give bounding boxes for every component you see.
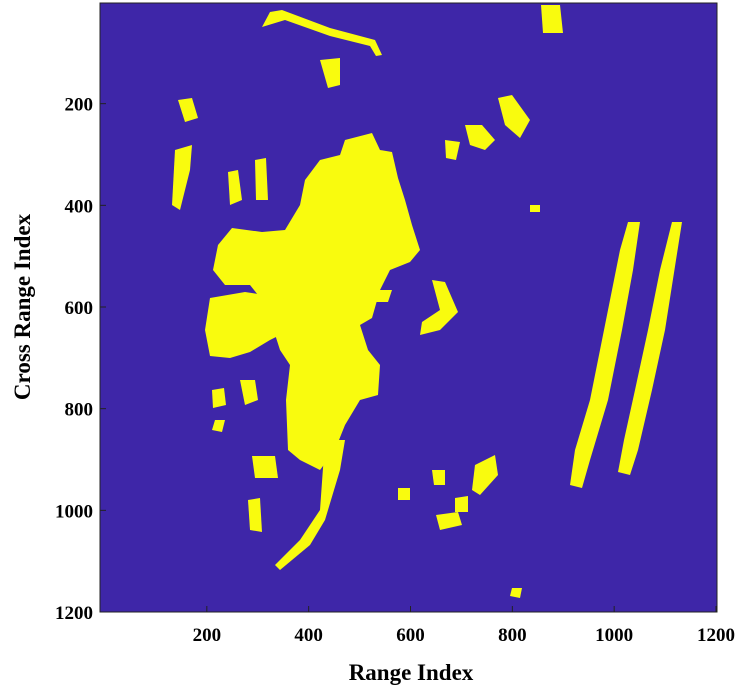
blob [172, 145, 192, 210]
blob [275, 440, 345, 570]
blob [618, 222, 682, 475]
y-tick-label: 1000 [55, 501, 93, 522]
blob [375, 290, 392, 302]
blob [445, 140, 460, 160]
y-tick-label: 200 [65, 95, 94, 116]
blob [530, 205, 540, 212]
blob [178, 98, 198, 122]
x-tick-label: 400 [294, 625, 323, 646]
x-tick-label: 800 [498, 625, 527, 646]
blob [228, 170, 242, 205]
blob [432, 470, 445, 485]
x-tick-label: 1200 [697, 625, 735, 646]
blob [465, 125, 495, 150]
blob [320, 58, 340, 88]
y-tick-label: 600 [65, 298, 94, 319]
blob [248, 498, 262, 532]
blob [436, 512, 462, 530]
y-tick-label: 1200 [55, 603, 93, 624]
y-tick-label: 400 [65, 196, 94, 217]
blob [205, 292, 290, 358]
blob [262, 10, 382, 56]
blob [455, 496, 468, 512]
image-foreground [172, 5, 682, 598]
x-tick-label: 1000 [595, 625, 633, 646]
blob [510, 588, 522, 598]
blob [213, 133, 420, 470]
x-axis-label: Range Index [349, 660, 474, 685]
blob [420, 280, 458, 335]
x-tick-label: 600 [396, 625, 425, 646]
blob [212, 420, 225, 432]
y-tick-label: 800 [65, 400, 94, 421]
blob [570, 222, 640, 488]
blob [398, 488, 410, 500]
x-tick-label: 200 [193, 625, 222, 646]
blob [541, 5, 563, 33]
blob [252, 456, 278, 478]
blob [255, 158, 268, 200]
blob [240, 380, 258, 405]
blob [498, 95, 530, 138]
y-axis-label: Cross Range Index [10, 213, 35, 400]
blob [472, 455, 498, 495]
blob [212, 388, 226, 408]
